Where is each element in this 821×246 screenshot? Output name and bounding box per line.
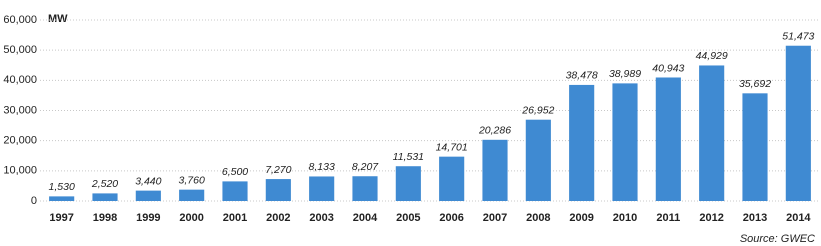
x-tick-label: 2009	[569, 212, 593, 224]
bar	[352, 176, 378, 201]
x-tick-label: 2014	[786, 212, 811, 224]
y-tick-label: 60,000	[3, 14, 37, 26]
value-label: 2,520	[91, 178, 118, 190]
value-label: 8,207	[352, 161, 379, 173]
value-label: 40,943	[652, 62, 684, 74]
y-tick-label: 10,000	[3, 165, 37, 177]
bar	[179, 189, 205, 201]
bar	[785, 45, 811, 202]
x-tick-label: 2008	[526, 212, 550, 224]
x-tick-label: 2001	[223, 212, 247, 224]
bar	[395, 166, 421, 201]
bar	[49, 196, 75, 201]
bar	[92, 193, 118, 201]
value-label: 38,478	[566, 70, 598, 82]
x-tick-label: 2003	[309, 212, 333, 224]
unit-label: MW	[48, 13, 68, 25]
value-label: 1,530	[49, 181, 75, 193]
value-label: 14,701	[436, 141, 468, 153]
x-tick-label: 1999	[136, 212, 160, 224]
y-tick-label: 50,000	[3, 44, 37, 56]
value-label: 8,133	[309, 161, 335, 173]
value-label: 38,989	[609, 68, 641, 80]
x-tick-label: 2002	[266, 212, 290, 224]
x-tick-label: 2010	[613, 212, 637, 224]
x-tick-label: 2012	[699, 212, 723, 224]
bar	[699, 65, 725, 202]
x-tick-label: 1998	[93, 212, 117, 224]
y-tick-label: 0	[31, 195, 37, 207]
x-tick-label: 2004	[353, 212, 378, 224]
x-tick-label: 2005	[396, 212, 420, 224]
bar	[655, 77, 681, 201]
value-label: 6,500	[222, 166, 248, 178]
bar	[525, 119, 551, 201]
x-tick-label: 2006	[439, 212, 463, 224]
bar	[612, 83, 638, 201]
value-label: 51,473	[782, 31, 814, 43]
x-tick-label: 2007	[483, 212, 507, 224]
y-tick-label: 30,000	[3, 104, 37, 116]
value-label: 3,760	[179, 174, 205, 186]
value-label: 35,692	[739, 78, 771, 90]
x-tick-label: 2000	[179, 212, 203, 224]
y-tick-label: 40,000	[3, 74, 37, 86]
x-tick-label: 1997	[49, 212, 73, 224]
bar	[309, 176, 335, 201]
x-tick-label: 2013	[743, 212, 767, 224]
value-label: 11,531	[393, 151, 424, 163]
x-tick-label: 2011	[656, 212, 680, 224]
value-label: 20,286	[478, 125, 511, 137]
bar	[742, 93, 768, 201]
value-label: 26,952	[521, 104, 554, 116]
y-tick-label: 20,000	[3, 135, 37, 147]
bar	[222, 181, 248, 201]
value-label: 7,270	[265, 164, 291, 176]
bar	[135, 190, 161, 201]
bar	[439, 156, 465, 201]
source: Source: GWEC	[740, 233, 815, 245]
bar	[569, 84, 595, 201]
bar	[482, 139, 508, 201]
value-label: 3,440	[135, 175, 161, 187]
bar	[265, 179, 291, 201]
value-label: 44,929	[696, 50, 728, 62]
